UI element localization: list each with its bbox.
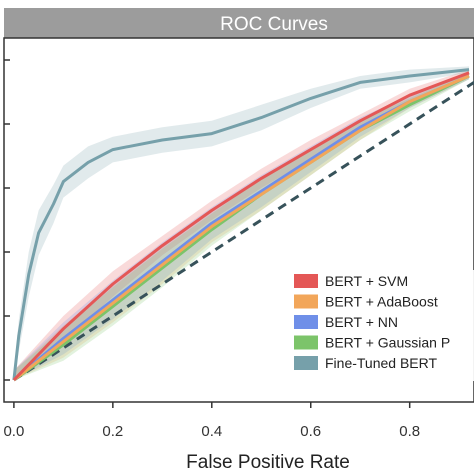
- legend-label-5: Fine-Tuned BERT: [325, 355, 437, 371]
- title-strip: [4, 8, 474, 38]
- confidence-bands: [13, 66, 470, 381]
- legend-swatch-1: [294, 274, 318, 288]
- legend-box: [288, 270, 474, 381]
- chance-diagonal: [13, 80, 474, 382]
- x-tick-label: 0.8: [399, 423, 420, 440]
- x-tick-label: 0.4: [201, 423, 222, 440]
- series-line-5: [12, 68, 470, 381]
- legend: BERT + SVM BERT + AdaBoost BERT + NN BERT +…: [288, 270, 474, 381]
- x-tick-label: 0.6: [300, 423, 321, 440]
- series-line-2: [12, 74, 470, 382]
- x-axis-title: False Positive Rate: [186, 452, 350, 473]
- x-tick-label: 0.2: [102, 423, 123, 440]
- legend-swatch-4: [294, 335, 318, 350]
- series-lines: [12, 68, 470, 382]
- band-2: [13, 72, 470, 381]
- legend-swatch-5: [294, 356, 318, 370]
- legend-label-4: BERT + Gaussian P: [325, 335, 450, 351]
- legend-swatch-3: [294, 315, 318, 329]
- x-ticks: 0.0 0.2 0.4 0.6 0.8: [3, 402, 420, 440]
- series-line-1: [12, 71, 470, 382]
- legend-label-1: BERT + SVM: [325, 273, 408, 289]
- x-tick-label: 0.0: [3, 423, 24, 440]
- chart-title: ROC Curves: [220, 14, 328, 35]
- band-4: [13, 72, 470, 381]
- y-ticks: [4, 59, 10, 381]
- band-3: [13, 72, 470, 381]
- legend-label-2: BERT + AdaBoost: [325, 294, 438, 310]
- legend-label-3: BERT + NN: [325, 314, 398, 330]
- band-5: [13, 66, 470, 381]
- legend-swatch-2: [294, 294, 318, 309]
